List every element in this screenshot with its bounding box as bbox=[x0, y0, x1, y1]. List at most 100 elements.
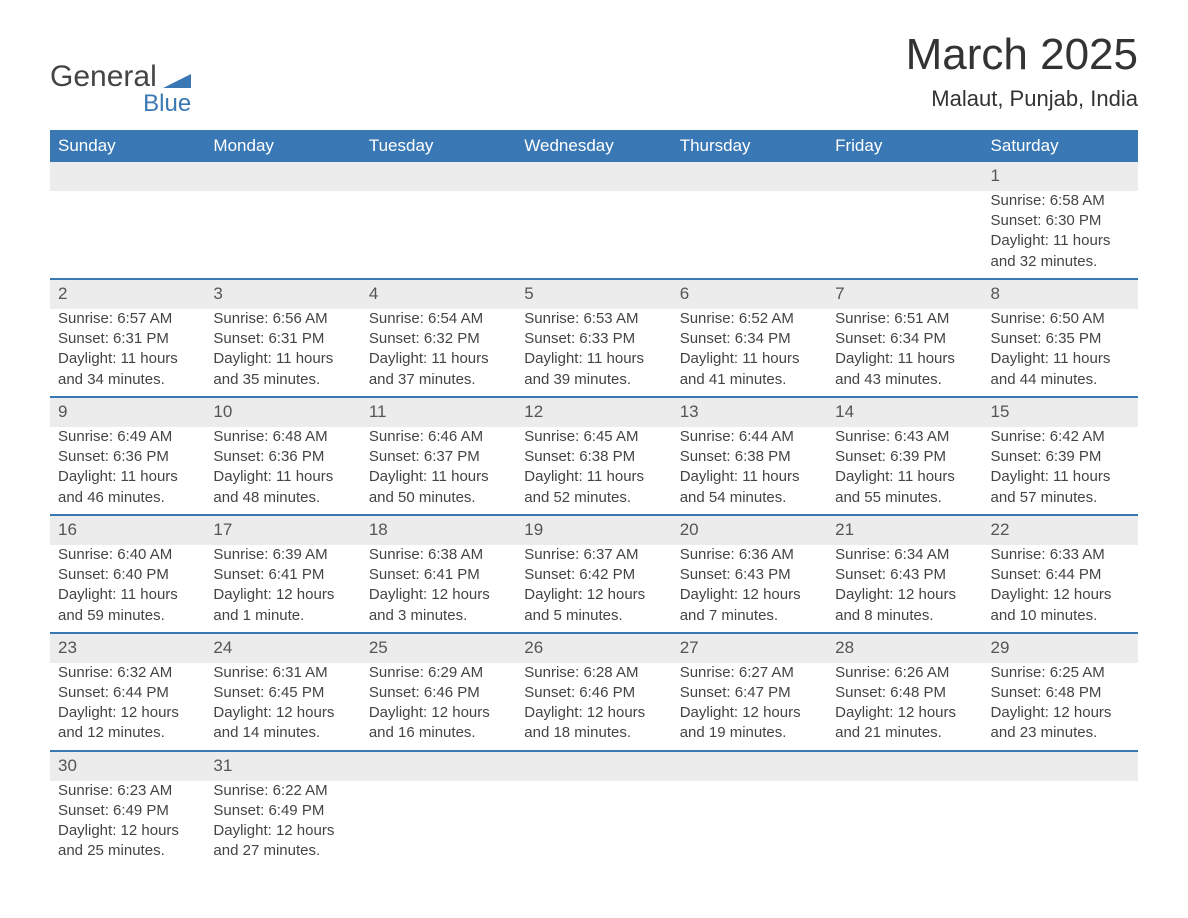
day-detail-cell: Sunrise: 6:37 AMSunset: 6:42 PMDaylight:… bbox=[516, 545, 671, 633]
weekday-header: Saturday bbox=[983, 130, 1138, 162]
day-detail-cell: Sunrise: 6:29 AMSunset: 6:46 PMDaylight:… bbox=[361, 663, 516, 751]
sunset-line: Sunset: 6:39 PM bbox=[835, 447, 974, 467]
day-detail-cell: Sunrise: 6:33 AMSunset: 6:44 PMDaylight:… bbox=[983, 545, 1138, 633]
sunrise-line: Sunrise: 6:22 AM bbox=[213, 781, 352, 801]
day-number-cell: 11 bbox=[361, 397, 516, 427]
day-detail-cell: Sunrise: 6:57 AMSunset: 6:31 PMDaylight:… bbox=[50, 309, 205, 397]
sunrise-line: Sunrise: 6:42 AM bbox=[991, 427, 1130, 447]
sunset-line: Sunset: 6:44 PM bbox=[58, 683, 197, 703]
day-number-cell bbox=[672, 162, 827, 191]
sunset-line: Sunset: 6:36 PM bbox=[58, 447, 197, 467]
location-subtitle: Malaut, Punjab, India bbox=[906, 86, 1138, 112]
sunrise-line: Sunrise: 6:33 AM bbox=[991, 545, 1130, 565]
day-number-cell: 7 bbox=[827, 279, 982, 309]
day-detail-cell: Sunrise: 6:26 AMSunset: 6:48 PMDaylight:… bbox=[827, 663, 982, 751]
day-detail-cell bbox=[516, 781, 671, 868]
logo-text-2: Blue bbox=[50, 90, 191, 118]
logo-text-1: General bbox=[50, 60, 157, 94]
sunrise-line: Sunrise: 6:28 AM bbox=[524, 663, 663, 683]
sunrise-line: Sunrise: 6:40 AM bbox=[58, 545, 197, 565]
daylight-line: Daylight: 11 hours and 55 minutes. bbox=[835, 467, 974, 508]
day-number-cell: 19 bbox=[516, 515, 671, 545]
daylight-line: Daylight: 12 hours and 5 minutes. bbox=[524, 585, 663, 626]
day-number-cell bbox=[361, 162, 516, 191]
sunset-line: Sunset: 6:39 PM bbox=[991, 447, 1130, 467]
day-detail-row: Sunrise: 6:32 AMSunset: 6:44 PMDaylight:… bbox=[50, 663, 1138, 751]
day-detail-cell: Sunrise: 6:56 AMSunset: 6:31 PMDaylight:… bbox=[205, 309, 360, 397]
sunrise-line: Sunrise: 6:32 AM bbox=[58, 663, 197, 683]
day-number-cell: 12 bbox=[516, 397, 671, 427]
sunrise-line: Sunrise: 6:51 AM bbox=[835, 309, 974, 329]
sunset-line: Sunset: 6:43 PM bbox=[835, 565, 974, 585]
day-number-row: 9101112131415 bbox=[50, 397, 1138, 427]
day-number-cell: 21 bbox=[827, 515, 982, 545]
sunset-line: Sunset: 6:31 PM bbox=[58, 329, 197, 349]
day-detail-cell: Sunrise: 6:34 AMSunset: 6:43 PMDaylight:… bbox=[827, 545, 982, 633]
sunrise-line: Sunrise: 6:29 AM bbox=[369, 663, 508, 683]
sunset-line: Sunset: 6:38 PM bbox=[524, 447, 663, 467]
day-detail-cell: Sunrise: 6:31 AMSunset: 6:45 PMDaylight:… bbox=[205, 663, 360, 751]
day-number-cell bbox=[827, 751, 982, 781]
sunset-line: Sunset: 6:30 PM bbox=[991, 211, 1130, 231]
daylight-line: Daylight: 11 hours and 32 minutes. bbox=[991, 231, 1130, 272]
day-detail-cell: Sunrise: 6:48 AMSunset: 6:36 PMDaylight:… bbox=[205, 427, 360, 515]
daylight-line: Daylight: 12 hours and 7 minutes. bbox=[680, 585, 819, 626]
day-detail-row: Sunrise: 6:58 AMSunset: 6:30 PMDaylight:… bbox=[50, 191, 1138, 279]
daylight-line: Daylight: 12 hours and 1 minute. bbox=[213, 585, 352, 626]
day-number-cell: 9 bbox=[50, 397, 205, 427]
day-detail-row: Sunrise: 6:40 AMSunset: 6:40 PM Daylight:… bbox=[50, 545, 1138, 633]
day-number-cell: 5 bbox=[516, 279, 671, 309]
day-detail-cell bbox=[361, 781, 516, 868]
day-number-cell: 25 bbox=[361, 633, 516, 663]
day-detail-cell: Sunrise: 6:46 AMSunset: 6:37 PMDaylight:… bbox=[361, 427, 516, 515]
sunrise-line: Sunrise: 6:34 AM bbox=[835, 545, 974, 565]
day-detail-cell bbox=[361, 191, 516, 279]
sunrise-line: Sunrise: 6:58 AM bbox=[991, 191, 1130, 211]
day-number-cell: 1 bbox=[983, 162, 1138, 191]
sunrise-line: Sunrise: 6:49 AM bbox=[58, 427, 197, 447]
day-number-cell: 28 bbox=[827, 633, 982, 663]
day-detail-cell bbox=[827, 191, 982, 279]
day-detail-cell: Sunrise: 6:38 AMSunset: 6:41 PMDaylight:… bbox=[361, 545, 516, 633]
page-title: March 2025 bbox=[906, 30, 1138, 80]
day-detail-cell: Sunrise: 6:58 AMSunset: 6:30 PMDaylight:… bbox=[983, 191, 1138, 279]
day-number-cell: 31 bbox=[205, 751, 360, 781]
sunset-line: Sunset: 6:32 PM bbox=[369, 329, 508, 349]
title-block: March 2025 Malaut, Punjab, India bbox=[906, 30, 1138, 112]
sunset-line: Sunset: 6:46 PM bbox=[369, 683, 508, 703]
daylight-line: Daylight: 11 hours and 39 minutes. bbox=[524, 349, 663, 390]
sunrise-line: Sunrise: 6:26 AM bbox=[835, 663, 974, 683]
sunrise-line: Sunrise: 6:50 AM bbox=[991, 309, 1130, 329]
day-detail-cell bbox=[516, 191, 671, 279]
daylight-line: Daylight: 11 hours and 41 minutes. bbox=[680, 349, 819, 390]
sunset-line: Sunset: 6:35 PM bbox=[991, 329, 1130, 349]
header: General Blue March 2025 Malaut, Punjab, … bbox=[50, 30, 1138, 118]
day-number-row: 16171819202122 bbox=[50, 515, 1138, 545]
sunset-line: Sunset: 6:45 PM bbox=[213, 683, 352, 703]
sunset-line: Sunset: 6:40 PM bbox=[58, 565, 197, 585]
day-detail-row: Sunrise: 6:49 AMSunset: 6:36 PMDaylight:… bbox=[50, 427, 1138, 515]
day-number-cell: 8 bbox=[983, 279, 1138, 309]
daylight-line: Daylight: 11 hours and 54 minutes. bbox=[680, 467, 819, 508]
day-number-cell: 13 bbox=[672, 397, 827, 427]
day-number-cell: 26 bbox=[516, 633, 671, 663]
day-number-cell: 30 bbox=[50, 751, 205, 781]
day-number-cell: 24 bbox=[205, 633, 360, 663]
sunrise-line: Sunrise: 6:56 AM bbox=[213, 309, 352, 329]
day-detail-cell bbox=[672, 191, 827, 279]
day-detail-cell: Sunrise: 6:36 AMSunset: 6:43 PMDaylight:… bbox=[672, 545, 827, 633]
day-detail-cell: Sunrise: 6:52 AMSunset: 6:34 PMDaylight:… bbox=[672, 309, 827, 397]
daylight-line: Daylight: 11 hours and 46 minutes. bbox=[58, 467, 197, 508]
daylight-line: Daylight: 12 hours and 14 minutes. bbox=[213, 703, 352, 744]
daylight-line: Daylight: 12 hours and 12 minutes. bbox=[58, 703, 197, 744]
sunrise-line: Sunrise: 6:45 AM bbox=[524, 427, 663, 447]
day-number-cell bbox=[516, 751, 671, 781]
sunset-line: Sunset: 6:44 PM bbox=[991, 565, 1130, 585]
daylight-line: Daylight: 11 hours and 50 minutes. bbox=[369, 467, 508, 508]
day-detail-cell: Sunrise: 6:45 AMSunset: 6:38 PMDaylight:… bbox=[516, 427, 671, 515]
day-number-cell: 14 bbox=[827, 397, 982, 427]
day-number-cell: 18 bbox=[361, 515, 516, 545]
day-number-row: 3031 bbox=[50, 751, 1138, 781]
day-number-cell bbox=[361, 751, 516, 781]
daylight-line: Daylight: 12 hours and 16 minutes. bbox=[369, 703, 508, 744]
